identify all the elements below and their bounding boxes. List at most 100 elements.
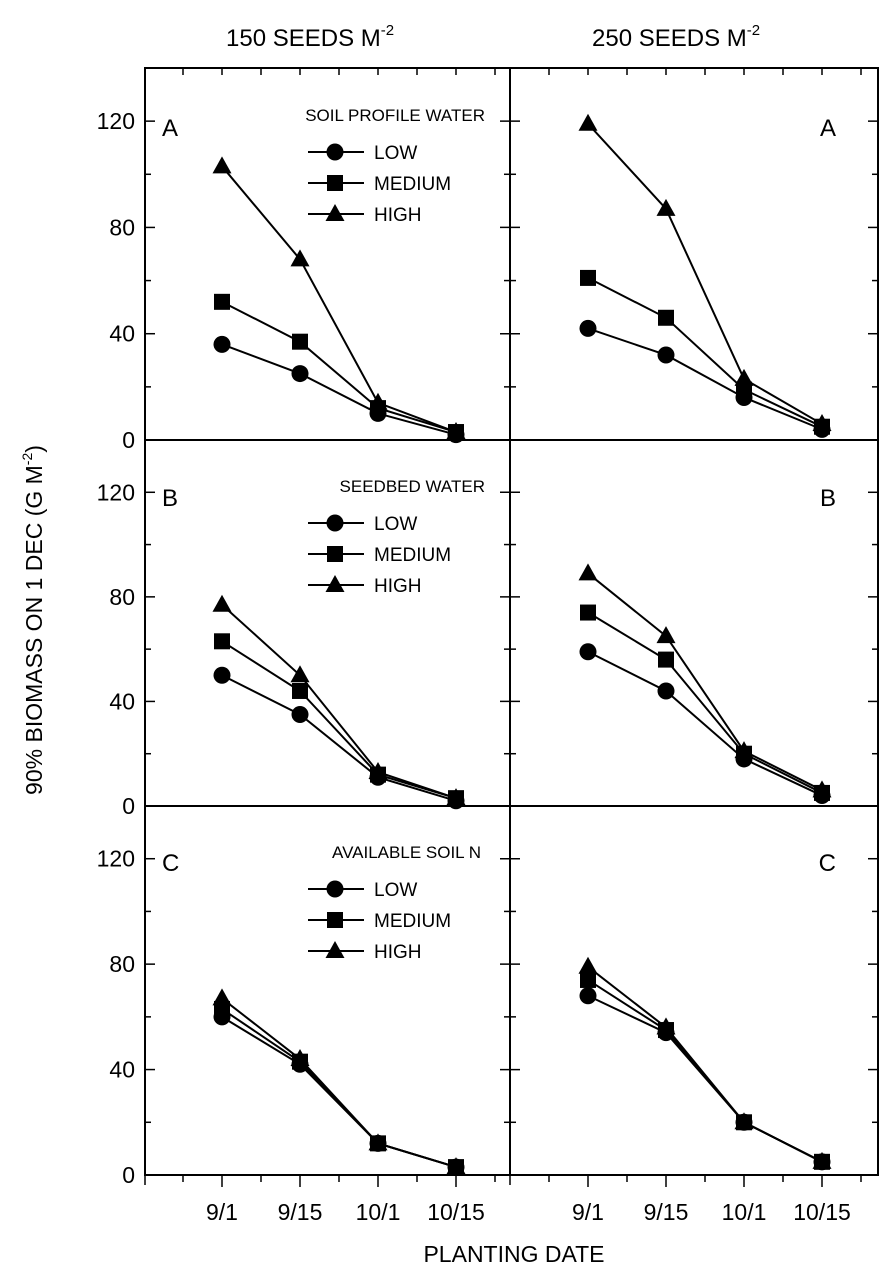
x-tick-label: 10/1 [356,1199,401,1225]
panel-a-150: A SOIL PROFILE WATER LOW MEDIUM HIGH [162,106,485,444]
y-tick-label: 80 [109,951,135,977]
marker-triangle [578,563,598,581]
marker-square [292,682,308,699]
marker-triangle [368,392,388,410]
x-tick-label: 9/1 [572,1199,604,1225]
legend-label-medium: MEDIUM [374,545,451,566]
marker-triangle [578,113,598,131]
panel-letter: C [162,850,179,877]
legend-label-high: HIGH [374,205,422,226]
y-tick-label: 40 [109,688,135,714]
marker-triangle [212,988,232,1006]
marker-triangle [812,414,832,432]
marker-triangle [656,626,676,644]
y-tick-label: 120 [97,479,135,505]
legend: AVAILABLE SOIL N LOW MEDIUM HIGH [308,843,481,963]
legend-label-low: LOW [374,143,417,164]
series-line-low [221,1016,457,1169]
panel-b-250: B [578,485,836,805]
marker-triangle [734,368,754,386]
legend-title: AVAILABLE SOIL N [332,843,481,862]
marker-circle [326,514,344,532]
marker-triangle [290,249,310,267]
marker-circle [291,365,309,383]
y-tick-label: 40 [109,1057,135,1083]
marker-circle [326,143,344,161]
marker-triangle [446,788,466,806]
marker-triangle [368,762,388,780]
y-tick-label: 0 [122,793,135,819]
marker-circle [657,346,675,364]
marker-triangle [325,941,345,958]
marker-circle [213,666,231,684]
outer-frame [144,67,879,1176]
y-tick-label: 120 [97,846,135,872]
panel-letter: B [820,485,836,512]
marker-triangle [325,204,345,221]
marker-square [580,269,596,286]
series-line-medium [587,979,823,1163]
marker-triangle [812,1151,832,1169]
marker-square [327,175,343,191]
legend-label-low: LOW [374,514,417,535]
panel-frames [144,67,879,1187]
panel-b-150: B SEEDBED WATER LOW MEDIUM HIGH [162,477,485,810]
x-tick-label: 9/1 [206,1199,238,1225]
x-axis-title: PLANTING DATE [423,1241,604,1267]
series-line-low [587,994,823,1163]
marker-circle [326,880,344,898]
y-tick-label: 40 [109,321,135,347]
marker-circle [579,319,597,337]
marker-square [214,293,230,310]
panels: A SOIL PROFILE WATER LOW MEDIUM HIGH A B SEEDBE… [162,106,836,1176]
legend-label-high: HIGH [374,576,422,597]
panel-a-250: A [578,113,836,438]
series-line-medium [221,640,457,800]
marker-triangle [656,1017,676,1035]
y-tick-label: 0 [122,1162,135,1188]
series-line-high [587,123,823,425]
marker-square [292,333,308,350]
legend-label-high: HIGH [374,942,422,963]
y-tick-labels: 0 40 80 120 0 40 80 120 0 40 80 120 [97,108,135,1188]
series-line-low [221,674,457,802]
marker-triangle [656,198,676,216]
series-line-medium [587,277,823,428]
x-tick-labels: 9/1 9/15 10/1 10/15 9/1 9/15 10/1 10/15 [206,1199,851,1225]
marker-circle [213,335,231,353]
y-axis-title: 90% BIOMASS ON 1 DEC (G M-2) [19,445,47,795]
marker-square [327,912,343,928]
column-title-250: 250 SEEDS M-2 [592,22,760,52]
marker-square [580,971,596,988]
legend-label-medium: MEDIUM [374,911,451,932]
x-tick-label: 10/15 [427,1199,485,1225]
legend: SEEDBED WATER LOW MEDIUM HIGH [308,477,485,597]
marker-square [658,651,674,668]
series-line-high [221,165,457,433]
marker-triangle [446,422,466,440]
marker-circle [291,706,309,723]
marker-triangle [368,1133,388,1151]
marker-triangle [290,1049,310,1067]
x-tick-label: 9/15 [644,1199,689,1225]
series-line-medium [221,1008,457,1169]
marker-square [658,309,674,326]
marker-circle [579,987,597,1005]
y-tick-label: 0 [122,427,135,453]
marker-triangle [734,1112,754,1130]
marker-triangle [290,665,310,683]
marker-triangle [812,780,832,798]
marker-circle [579,643,597,661]
marker-triangle [325,575,345,592]
marker-triangle [578,956,598,974]
marker-triangle [212,156,232,174]
series-line-high [221,997,457,1169]
marker-triangle [212,594,232,612]
column-title-150: 150 SEEDS M-2 [226,22,394,52]
series-line-low [587,650,823,797]
marker-triangle [446,1157,466,1175]
series-line-high [587,965,823,1163]
marker-triangle [734,741,754,759]
y-tick-label: 120 [97,108,135,134]
